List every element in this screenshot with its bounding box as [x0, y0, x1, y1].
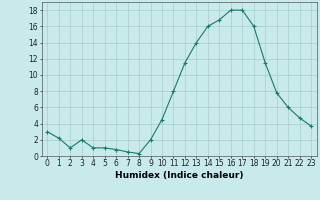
X-axis label: Humidex (Indice chaleur): Humidex (Indice chaleur): [115, 171, 244, 180]
